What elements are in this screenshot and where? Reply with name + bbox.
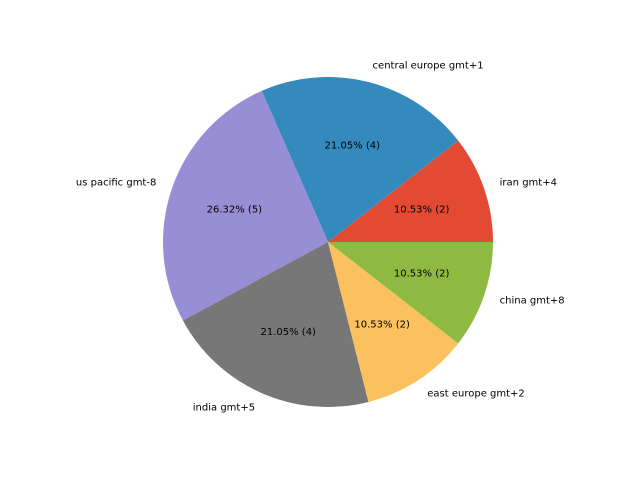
pie-slice-us-pacific-gmt-8 (163, 90, 328, 321)
slice-category-label: china gmt+8 (500, 295, 565, 306)
slice-value-label: 21.05% (4) (325, 141, 381, 152)
slice-value-label: 26.32% (5) (207, 204, 263, 215)
slice-category-label: iran gmt+4 (500, 178, 557, 189)
pie-slice-east-europe-gmt-2 (328, 242, 459, 402)
pie-slice-iran-gmt-4 (328, 140, 494, 242)
slice-value-label: 10.53% (2) (354, 319, 410, 330)
pie-slice-central-europe-gmt-1 (261, 77, 459, 243)
slice-category-label: us pacific gmt-8 (76, 178, 156, 189)
pie-slices (163, 77, 494, 408)
slice-value-label: 21.05% (4) (260, 327, 316, 338)
pie-labels: 10.53% (2) iran gmt+4 21.05% (4) central eu… (76, 61, 565, 414)
slice-category-label: central europe gmt+1 (373, 61, 484, 72)
slice-value-label: 10.53% (2) (394, 269, 450, 280)
slice-category-label: east europe gmt+2 (427, 388, 525, 399)
slice-value-label: 10.53% (2) (394, 204, 450, 215)
pie-slice-india-gmt-5 (182, 242, 369, 408)
pie-slice-china-gmt-8 (328, 242, 493, 344)
slice-category-label: india gmt+5 (193, 403, 255, 414)
